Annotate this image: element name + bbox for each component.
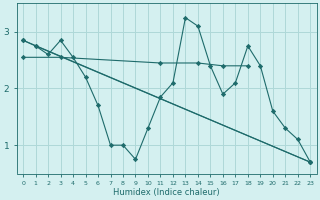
X-axis label: Humidex (Indice chaleur): Humidex (Indice chaleur) [113,188,220,197]
